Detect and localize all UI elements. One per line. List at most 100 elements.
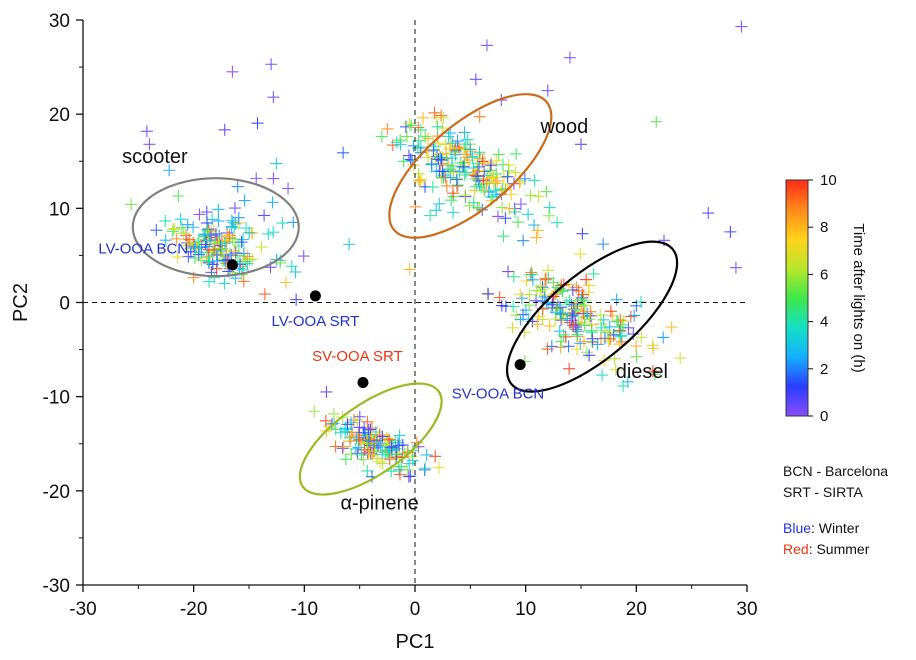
data-point <box>466 151 479 164</box>
factor-label: SV-OOA SRT <box>312 348 403 365</box>
data-point <box>414 123 427 136</box>
data-point <box>392 463 405 476</box>
x-tick-label: 20 <box>626 599 647 620</box>
data-point <box>385 441 398 454</box>
data-point <box>477 174 490 187</box>
data-point <box>266 196 279 209</box>
data-point <box>193 208 206 221</box>
data-point <box>171 251 184 264</box>
data-point <box>334 426 347 439</box>
y-tick-label: -10 <box>43 388 70 409</box>
data-point <box>237 275 250 288</box>
data-point <box>419 130 432 143</box>
data-point <box>414 146 427 159</box>
data-point <box>536 313 549 326</box>
factor-markers-layer <box>226 259 526 389</box>
data-point <box>499 212 512 225</box>
data-point <box>419 462 432 475</box>
data-point <box>451 135 464 148</box>
data-point <box>549 287 562 300</box>
data-point <box>401 446 414 459</box>
data-point <box>396 451 409 464</box>
data-point <box>355 448 368 461</box>
x-tick-label: 10 <box>515 599 536 620</box>
data-point <box>374 455 387 468</box>
data-point <box>445 194 458 207</box>
data-point <box>339 425 352 438</box>
data-point <box>491 210 504 223</box>
data-point <box>255 240 268 253</box>
data-point <box>570 281 583 294</box>
data-point <box>554 307 567 320</box>
data-point <box>543 201 556 214</box>
data-point <box>601 326 614 339</box>
data-point <box>406 454 419 467</box>
data-point <box>182 250 195 263</box>
colorbar-tick-label: 0 <box>820 408 828 425</box>
data-point <box>551 216 564 229</box>
data-point <box>507 300 520 313</box>
data-point <box>238 253 251 266</box>
cluster-label: wood <box>539 116 588 138</box>
data-point <box>531 318 544 331</box>
data-point <box>412 121 425 134</box>
data-point <box>460 166 473 179</box>
data-point <box>172 190 185 203</box>
data-point <box>480 39 493 52</box>
factor-marker <box>357 377 369 389</box>
data-point <box>614 330 627 343</box>
data-point <box>524 189 537 202</box>
data-point <box>630 339 643 352</box>
data-point <box>540 185 553 198</box>
data-point <box>285 260 298 273</box>
data-point <box>572 284 585 297</box>
data-point <box>604 332 617 345</box>
data-point <box>511 216 524 229</box>
data-point <box>143 138 156 151</box>
data-point <box>614 313 627 326</box>
data-point <box>353 433 366 446</box>
data-point <box>549 313 562 326</box>
data-point <box>267 226 280 239</box>
data-point <box>361 464 374 477</box>
data-point <box>674 352 687 365</box>
data-point <box>428 106 441 119</box>
factor-label: LV-OOA BCN <box>98 241 188 258</box>
data-point <box>525 266 538 279</box>
data-point <box>502 265 515 278</box>
data-point <box>392 436 405 449</box>
data-point <box>202 243 215 256</box>
data-point <box>563 294 576 307</box>
data-point <box>198 229 211 242</box>
x-tick-label: -30 <box>69 599 96 620</box>
data-point <box>559 330 572 343</box>
data-point <box>657 331 670 344</box>
data-point <box>426 181 439 194</box>
site-season-legend: BCN - Barcelona SRT - SIRTA Blue: Winter… <box>783 463 888 557</box>
data-point <box>591 338 604 351</box>
data-point <box>473 160 486 173</box>
data-point <box>188 251 201 264</box>
data-point <box>437 111 450 124</box>
x-tick-label: 30 <box>736 599 757 620</box>
data-point <box>200 251 213 264</box>
data-point <box>211 255 224 268</box>
data-point <box>447 190 460 203</box>
data-point <box>420 448 433 461</box>
data-point <box>509 166 522 179</box>
factor-marker <box>309 290 321 302</box>
data-point <box>258 288 271 301</box>
data-point <box>608 352 621 365</box>
data-point <box>485 157 498 170</box>
cluster-label: α-pinene <box>340 493 418 515</box>
data-point <box>218 277 231 290</box>
data-point <box>541 84 554 97</box>
data-point <box>383 433 396 446</box>
data-point <box>232 211 245 224</box>
data-point <box>358 443 371 456</box>
data-point <box>396 439 409 452</box>
data-point <box>530 294 543 307</box>
data-point <box>502 164 515 177</box>
data-point <box>514 198 527 211</box>
y-tick-label: 20 <box>49 105 70 126</box>
